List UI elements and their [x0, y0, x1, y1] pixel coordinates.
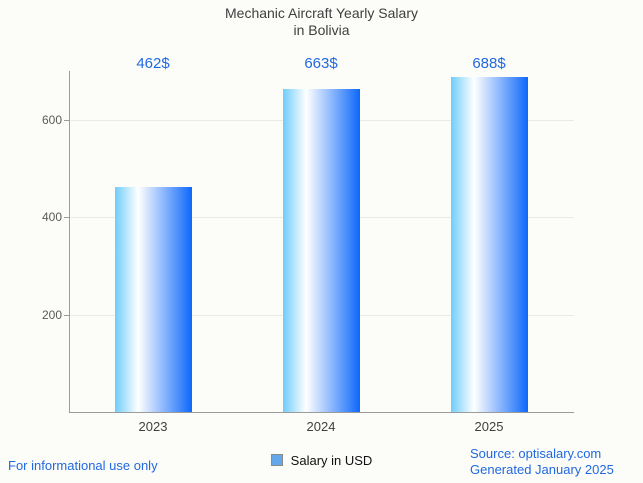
- x-tick-label: 2023: [138, 419, 168, 434]
- chart-title-line2: in Bolivia: [293, 22, 350, 38]
- x-tick-label: 2025: [474, 419, 504, 434]
- source-block: Source: optisalary.com Generated January…: [470, 446, 614, 478]
- legend-label: Salary in USD: [290, 452, 373, 468]
- legend: Salary in USD: [0, 452, 643, 468]
- y-tick-label: 400: [41, 210, 62, 225]
- legend-swatch-icon: [270, 454, 283, 466]
- source-text: Source: optisalary.com: [470, 446, 602, 461]
- bar: [282, 89, 360, 412]
- bar: [450, 77, 528, 412]
- bar-value-label: 688$: [472, 55, 506, 72]
- y-tick-mark: [64, 314, 69, 316]
- bar-value-label: 663$: [304, 55, 338, 72]
- y-tick-label: 600: [41, 112, 62, 127]
- disclaimer-text: For informational use only: [8, 458, 158, 473]
- chart-title-line1: Mechanic Aircraft Yearly Salary: [225, 5, 418, 21]
- y-tick-mark: [64, 217, 69, 219]
- y-tick-label: 200: [41, 307, 62, 322]
- bar-value-label: 462$: [136, 55, 170, 72]
- x-tick-label: 2024: [306, 419, 336, 434]
- plot-area: [69, 71, 574, 413]
- chart-title: Mechanic Aircraft Yearly Salary in Boliv…: [0, 5, 643, 39]
- y-tick-mark: [64, 119, 69, 121]
- generated-text: Generated January 2025: [470, 462, 614, 477]
- bar: [114, 187, 192, 412]
